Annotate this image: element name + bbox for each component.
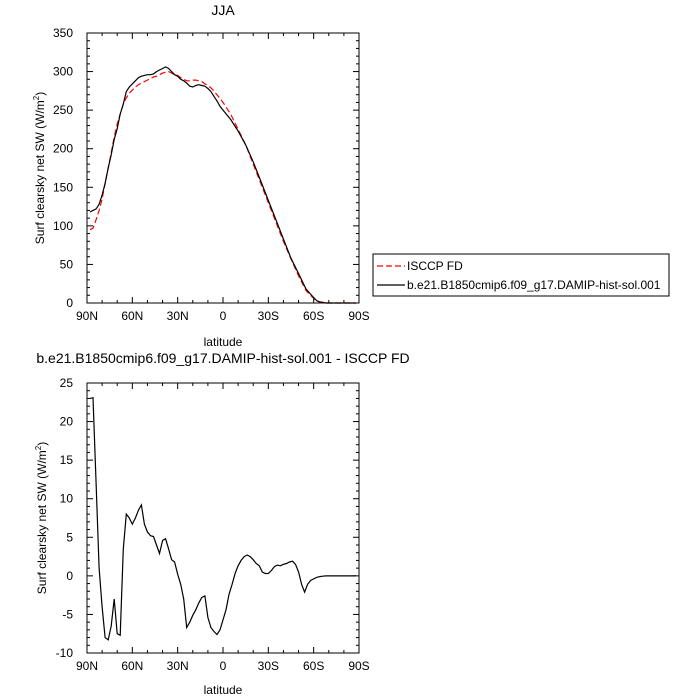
bottom-chart-x-tick-label: 30S xyxy=(258,659,279,673)
legend-label-isccp: ISCCP FD xyxy=(407,259,463,273)
bottom-chart-y-tick-label: 5 xyxy=(66,530,73,544)
top-chart-y-tick-label: 0 xyxy=(66,296,73,310)
top-chart-x-axis: 90N 60N 30N 0 30S 60S 90S xyxy=(76,33,370,323)
bottom-chart-x-tick-label: 90S xyxy=(348,659,369,673)
bottom-chart-y-tick-label: 25 xyxy=(60,376,74,390)
top-chart-y-tick-label: 300 xyxy=(53,65,73,79)
bottom-chart-title: b.e21.B1850cmip6.f09_g17.DAMIP-hist-sol.… xyxy=(36,350,409,366)
top-chart-title: JJA xyxy=(211,2,235,18)
top-chart-x-tick-label: 30S xyxy=(258,309,279,323)
bottom-chart-y-tick-label: 20 xyxy=(60,415,74,429)
top-chart-x-tick-label: 60S xyxy=(303,309,324,323)
bottom-chart-x-tick-label: 60S xyxy=(303,659,324,673)
bottom-chart: b.e21.B1850cmip6.f09_g17.DAMIP-hist-sol.… xyxy=(34,350,410,697)
top-chart-x-tick-label: 30N xyxy=(167,309,189,323)
top-chart-x-tick-label: 60N xyxy=(121,309,143,323)
bottom-chart-x-axis-label: latitude xyxy=(204,683,243,697)
top-chart-y-axis: 0 50 100 150 200 250 300 350 xyxy=(53,26,359,310)
legend-frame xyxy=(372,253,670,297)
bottom-chart-series-line-1 xyxy=(89,396,356,641)
top-chart-legend: ISCCP FD b.e21.B1850cmip6.f09_g17.DAMIP-… xyxy=(372,253,670,297)
bottom-chart-x-tick-label: 60N xyxy=(121,659,143,673)
bottom-chart-series-group xyxy=(89,396,356,641)
bottom-chart-x-tick-label: 30N xyxy=(167,659,189,673)
top-chart-y-tick-label: 200 xyxy=(53,142,73,156)
top-chart-y-tick-label: 50 xyxy=(60,257,74,271)
bottom-chart-x-tick-label: 0 xyxy=(220,659,227,673)
top-chart-series-group xyxy=(89,66,356,304)
top-chart-y-tick-label: 350 xyxy=(53,26,73,40)
top-chart-x-tick-label: 0 xyxy=(220,309,227,323)
bottom-chart-y-axis: -10 -5 0 5 10 15 20 25 xyxy=(56,376,359,660)
top-chart-y-tick-label: 100 xyxy=(53,219,73,233)
top-chart: JJA 90N 60N 30N 0 30S 60S 90S 0 50 100 150 200 250 3… xyxy=(32,2,670,349)
top-chart-y-axis-label: Surf clearsky net SW (W/m2) xyxy=(32,92,47,244)
top-chart-plot-frame xyxy=(86,32,360,304)
bottom-chart-plot-frame xyxy=(86,382,360,654)
legend-label-model: b.e21.B1850cmip6.f09_g17.DAMIP-hist-sol.… xyxy=(407,278,661,292)
top-chart-y-tick-label: 250 xyxy=(53,103,73,117)
bottom-chart-x-axis: 90N 60N 30N 0 30S 60S 90S xyxy=(76,383,370,673)
top-chart-x-tick-label: 90N xyxy=(76,309,98,323)
bottom-chart-x-tick-label: 90N xyxy=(76,659,98,673)
bottom-chart-y-tick-label: -10 xyxy=(56,646,74,660)
top-chart-series-line-2 xyxy=(89,66,356,304)
bottom-chart-y-axis-label: Surf clearsky net SW (W/m2) xyxy=(34,442,49,594)
top-chart-x-tick-label: 90S xyxy=(348,309,369,323)
top-chart-y-tick-label: 150 xyxy=(53,180,73,194)
top-chart-series-line-1 xyxy=(89,70,356,304)
bottom-chart-y-tick-label: 10 xyxy=(60,492,74,506)
top-chart-x-axis-label: latitude xyxy=(204,335,243,349)
bottom-chart-y-tick-label: 15 xyxy=(60,453,74,467)
bottom-chart-y-tick-label: 0 xyxy=(66,569,73,583)
bottom-chart-y-tick-label: -5 xyxy=(62,607,73,621)
